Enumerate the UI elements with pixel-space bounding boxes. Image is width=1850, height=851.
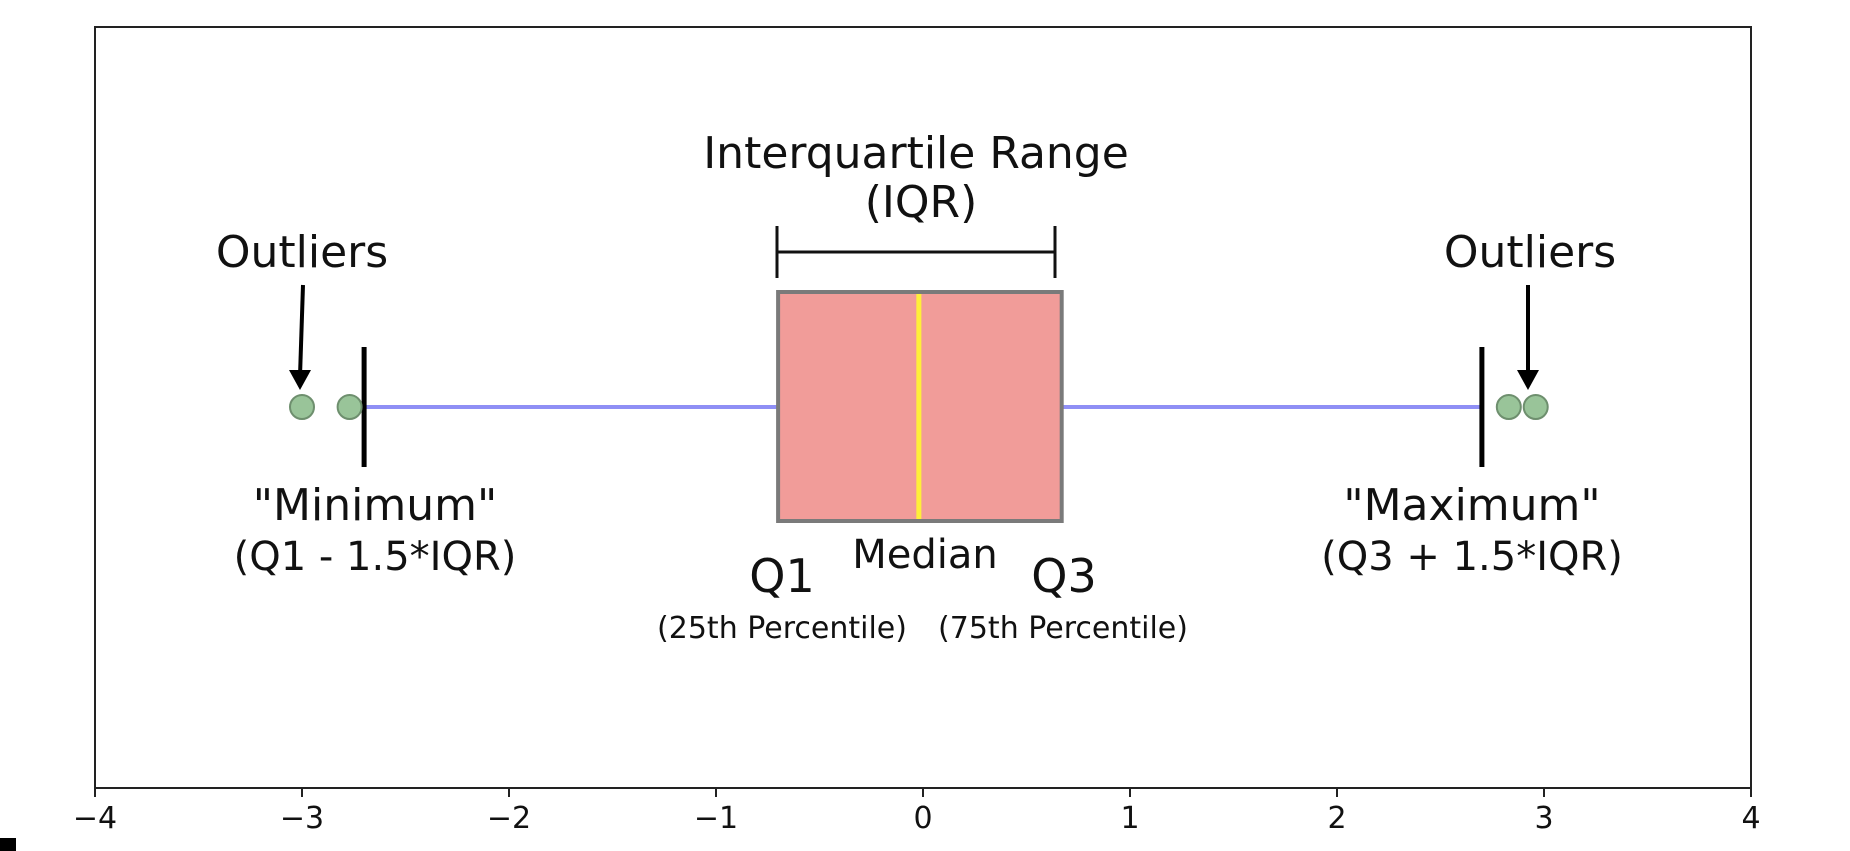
outlier-point <box>289 394 315 420</box>
x-tick-label: 4 <box>1741 801 1760 836</box>
x-tick-label: −2 <box>487 801 531 836</box>
minimum-label: "Minimum" <box>253 480 497 531</box>
q1-percentile-label: (25th Percentile) <box>657 611 907 646</box>
outlier-point <box>336 394 363 420</box>
outlier-point <box>1495 394 1522 420</box>
maximum-formula-label: (Q3 + 1.5*IQR) <box>1321 534 1623 580</box>
outliers-right-label: Outliers <box>1444 227 1616 278</box>
x-tick-label: −4 <box>73 801 117 836</box>
x-tick-label: 1 <box>1120 801 1139 836</box>
outlier-arrow-left <box>289 284 311 390</box>
outlier-point <box>1522 394 1549 420</box>
outliers-left-label: Outliers <box>216 227 388 278</box>
q3-percentile-label: (75th Percentile) <box>938 611 1188 646</box>
iqr-subtitle-label: (IQR) <box>865 177 978 228</box>
x-tick-label: −3 <box>280 801 324 836</box>
outlier-arrow-right <box>1517 285 1539 390</box>
q3-label: Q3 <box>1031 549 1096 603</box>
median-label: Median <box>852 532 998 578</box>
maximum-label: "Maximum" <box>1343 480 1600 531</box>
x-tick-label: 0 <box>913 801 932 836</box>
x-tick-label: 3 <box>1534 801 1553 836</box>
corner-artifact <box>0 838 16 851</box>
x-tick-label: 2 <box>1327 801 1346 836</box>
q1-label: Q1 <box>749 549 814 603</box>
x-axis: −4 −3 −2 −1 0 1 2 3 4 <box>73 788 1761 836</box>
x-tick-label: −1 <box>694 801 738 836</box>
iqr-title-label: Interquartile Range <box>703 128 1129 179</box>
outlier-points <box>289 394 1549 420</box>
minimum-formula-label: (Q1 - 1.5*IQR) <box>234 534 517 580</box>
